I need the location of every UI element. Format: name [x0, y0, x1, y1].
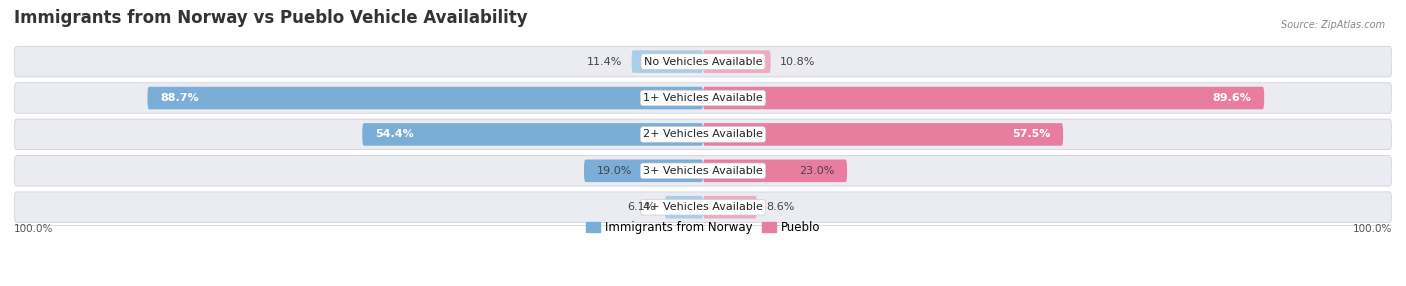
- FancyBboxPatch shape: [665, 196, 703, 219]
- FancyBboxPatch shape: [703, 160, 846, 182]
- Text: 100.0%: 100.0%: [1353, 224, 1392, 234]
- FancyBboxPatch shape: [14, 119, 1392, 150]
- Text: 1+ Vehicles Available: 1+ Vehicles Available: [643, 93, 763, 103]
- Text: 2+ Vehicles Available: 2+ Vehicles Available: [643, 130, 763, 139]
- Text: 89.6%: 89.6%: [1213, 93, 1251, 103]
- FancyBboxPatch shape: [631, 50, 703, 73]
- FancyBboxPatch shape: [148, 87, 703, 109]
- Text: 4+ Vehicles Available: 4+ Vehicles Available: [643, 202, 763, 212]
- Text: 3+ Vehicles Available: 3+ Vehicles Available: [643, 166, 763, 176]
- Text: 23.0%: 23.0%: [799, 166, 835, 176]
- Text: 6.1%: 6.1%: [627, 202, 655, 212]
- FancyBboxPatch shape: [703, 50, 770, 73]
- FancyBboxPatch shape: [703, 123, 1063, 146]
- Text: 88.7%: 88.7%: [160, 93, 198, 103]
- FancyBboxPatch shape: [363, 123, 703, 146]
- FancyBboxPatch shape: [703, 196, 756, 219]
- FancyBboxPatch shape: [14, 192, 1392, 223]
- Legend: Immigrants from Norway, Pueblo: Immigrants from Norway, Pueblo: [581, 216, 825, 239]
- Text: 19.0%: 19.0%: [596, 166, 631, 176]
- Text: 11.4%: 11.4%: [586, 57, 623, 67]
- Text: 8.6%: 8.6%: [766, 202, 794, 212]
- Text: Source: ZipAtlas.com: Source: ZipAtlas.com: [1281, 20, 1385, 30]
- Text: 54.4%: 54.4%: [375, 130, 413, 139]
- Text: 57.5%: 57.5%: [1012, 130, 1050, 139]
- Text: No Vehicles Available: No Vehicles Available: [644, 57, 762, 67]
- FancyBboxPatch shape: [14, 83, 1392, 113]
- Text: Immigrants from Norway vs Pueblo Vehicle Availability: Immigrants from Norway vs Pueblo Vehicle…: [14, 9, 527, 27]
- Text: 10.8%: 10.8%: [780, 57, 815, 67]
- Text: 100.0%: 100.0%: [14, 224, 53, 234]
- FancyBboxPatch shape: [14, 156, 1392, 186]
- FancyBboxPatch shape: [583, 160, 703, 182]
- FancyBboxPatch shape: [14, 46, 1392, 77]
- FancyBboxPatch shape: [703, 87, 1264, 109]
